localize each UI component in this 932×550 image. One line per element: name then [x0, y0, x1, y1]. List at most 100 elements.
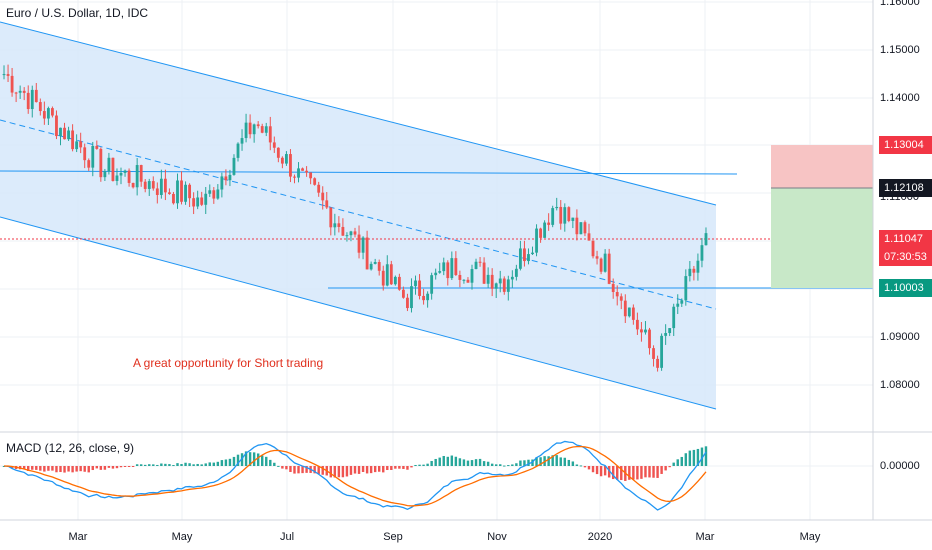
macd-bar [563, 457, 566, 466]
candle-body [63, 127, 66, 140]
candle-body [244, 122, 248, 139]
macd-bar [490, 463, 494, 466]
macd-bar [656, 466, 659, 478]
macd-bar [281, 466, 284, 469]
candle-body [91, 145, 95, 168]
macd-bar [454, 456, 458, 466]
macd-bar [285, 466, 288, 470]
candle-body [180, 180, 183, 202]
macd-bar [115, 466, 119, 469]
candle-body [422, 295, 425, 301]
macd-bar [244, 451, 248, 466]
candle-body [268, 126, 272, 143]
candle-body [139, 165, 143, 182]
macd-bar [676, 459, 679, 466]
channel-midline[interactable] [0, 119, 717, 310]
candle-body [563, 207, 567, 224]
trade-annotation[interactable]: A great opportunity for Short trading [133, 356, 324, 370]
macd-bar [301, 466, 304, 474]
macd-bar [414, 464, 417, 466]
macd-bar [555, 455, 558, 466]
candle-body [345, 235, 349, 237]
candle-body [305, 170, 309, 173]
risk-zone[interactable] [771, 145, 873, 188]
candle-body [385, 264, 389, 286]
candle-body [361, 237, 365, 253]
channel-lower-line[interactable] [0, 216, 717, 410]
candle-body [248, 122, 252, 135]
reward-zone[interactable] [771, 188, 873, 288]
macd-bar [212, 462, 216, 466]
candle-body [204, 193, 208, 205]
candle-body [369, 263, 373, 270]
macd-bar [341, 466, 345, 478]
candle-body [676, 303, 680, 307]
candle-body [176, 180, 179, 204]
macd-bar [232, 456, 236, 466]
macd-bar [27, 466, 30, 471]
candle-body [555, 206, 559, 209]
macd-bar [345, 466, 349, 477]
candle-body [696, 260, 700, 273]
macd-bar [450, 455, 454, 466]
price-tick: 1.08000 [880, 379, 920, 391]
macd-bar [430, 460, 433, 466]
macd-bar [269, 459, 272, 466]
macd-bar [377, 466, 381, 472]
macd-bar [418, 464, 421, 466]
candle-body [607, 253, 611, 284]
macd-bar [692, 449, 696, 466]
macd-bar [515, 463, 518, 466]
candle-body [430, 275, 434, 294]
candle-body [648, 329, 651, 349]
candle-body [377, 262, 381, 271]
candle-body [700, 245, 704, 261]
macd-bar [422, 464, 425, 466]
macd-bar [474, 459, 478, 466]
candle-body [389, 264, 393, 285]
candle-body [188, 184, 192, 199]
candle-body [567, 207, 571, 221]
descending-channel[interactable] [0, 22, 716, 409]
candle-body [38, 102, 42, 112]
channel-upper-line[interactable] [0, 21, 717, 206]
macd-bar [71, 466, 74, 473]
candle-body [595, 256, 599, 259]
candle-body [591, 240, 595, 257]
macd-bar [599, 466, 603, 477]
candle-body [498, 278, 502, 284]
candle-body [531, 252, 534, 255]
candle-body [571, 217, 575, 221]
macd-bar [499, 464, 502, 466]
candle-body [26, 92, 30, 110]
macd-bar [313, 466, 316, 474]
candle-body [71, 130, 75, 150]
macd-bar [224, 459, 228, 466]
candle-body [414, 280, 417, 287]
candle-body [341, 226, 345, 236]
candle-body [397, 276, 401, 290]
price-tick: 1.15000 [880, 44, 920, 56]
macd-bar [329, 466, 333, 478]
candle-body [627, 307, 631, 317]
candle-body [256, 124, 260, 127]
candle-body [192, 198, 196, 207]
candle-body [547, 222, 551, 225]
macd-bar [127, 466, 131, 467]
macd-bar [87, 466, 90, 473]
candle-body [115, 175, 119, 181]
candle-body [280, 157, 284, 164]
resistance-line[interactable] [0, 170, 738, 175]
macd-bar [373, 466, 377, 473]
macd-bar [688, 450, 692, 466]
stop-loss-label: 1.13004 [879, 136, 932, 154]
macd-bar [442, 455, 445, 466]
candle-body [680, 300, 684, 304]
macd-bar [365, 466, 369, 474]
candle-body [426, 293, 430, 301]
macd-bar [337, 466, 341, 478]
candle-body [220, 176, 224, 190]
macd-bar [664, 466, 667, 471]
macd-bar [83, 466, 86, 472]
